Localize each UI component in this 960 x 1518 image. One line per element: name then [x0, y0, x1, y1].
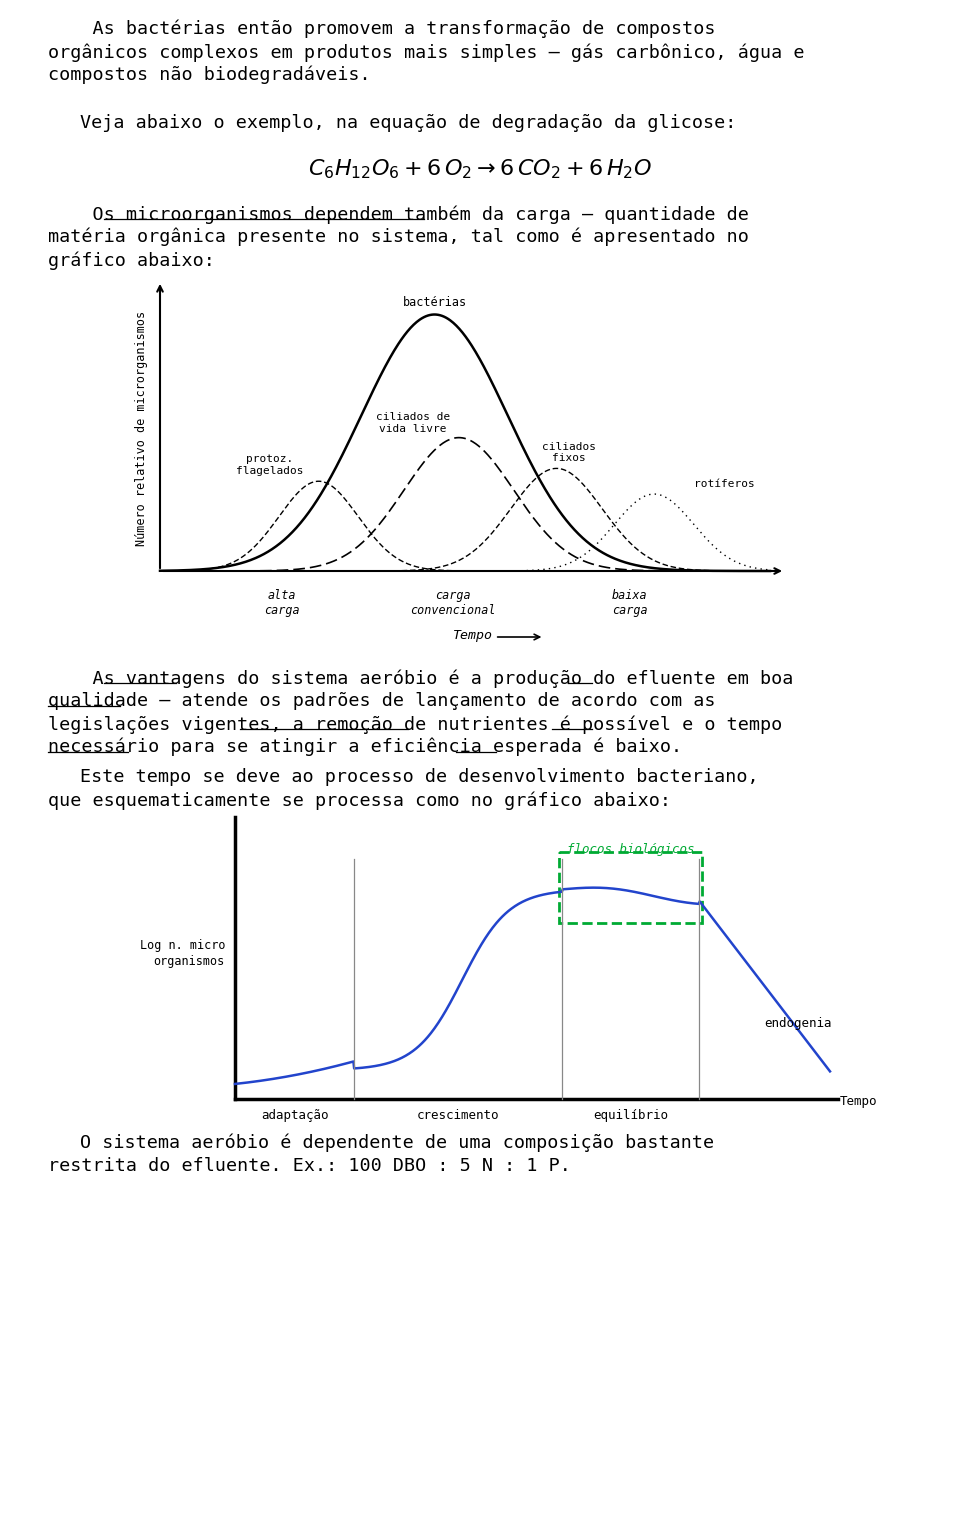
Text: O sistema aeróbio é dependente de uma composição bastante: O sistema aeróbio é dependente de uma co…: [80, 1134, 714, 1152]
Text: ciliados
fixos: ciliados fixos: [541, 442, 596, 463]
Text: baixa
carga: baixa carga: [612, 589, 647, 616]
Text: compostos não biodegradáveis.: compostos não biodegradáveis.: [48, 65, 371, 85]
Text: necessário para se atingir a eficiência esperada é baixo.: necessário para se atingir a eficiência …: [48, 738, 683, 756]
Text: gráfico abaixo:: gráfico abaixo:: [48, 250, 215, 270]
Text: carga
convencional: carga convencional: [410, 589, 495, 616]
Text: As vantagens do sistema aeróbio é a produção do efluente em boa: As vantagens do sistema aeróbio é a prod…: [48, 669, 793, 688]
Text: As bactérias então promovem a transformação de compostos: As bactérias então promovem a transforma…: [48, 20, 715, 38]
Text: Número relativo de microrganismos: Número relativo de microrganismos: [135, 311, 149, 546]
Text: restrita do efluente. Ex.: 100 DBO : 5 N : 1 P.: restrita do efluente. Ex.: 100 DBO : 5 N…: [48, 1157, 571, 1175]
Text: flocos biológicos: flocos biológicos: [567, 842, 694, 856]
Text: matéria orgânica presente no sistema, tal como é apresentado no: matéria orgânica presente no sistema, ta…: [48, 228, 749, 246]
Text: que esquematicamente se processa como no gráfico abaixo:: que esquematicamente se processa como no…: [48, 791, 671, 809]
Text: Tempo: Tempo: [453, 628, 492, 642]
Text: Tempo: Tempo: [840, 1094, 877, 1108]
Text: protoz.
flagelados: protoz. flagelados: [236, 454, 303, 477]
Text: bactérias: bactérias: [402, 296, 467, 310]
Text: Log n. micro
organismos: Log n. micro organismos: [139, 940, 225, 968]
Text: orgânicos complexos em produtos mais simples – gás carbônico, água e: orgânicos complexos em produtos mais sim…: [48, 43, 804, 62]
Text: rotíferos: rotíferos: [694, 478, 755, 489]
Text: endogenia: endogenia: [764, 1017, 832, 1031]
Text: Veja abaixo o exemplo, na equação de degradação da glicose:: Veja abaixo o exemplo, na equação de deg…: [80, 114, 736, 132]
Text: adaptação: adaptação: [261, 1110, 328, 1122]
Text: legislações vigentes, a remoção de nutrientes é possível e o tempo: legislações vigentes, a remoção de nutri…: [48, 715, 782, 733]
Text: Este tempo se deve ao processo de desenvolvimento bacteriano,: Este tempo se deve ao processo de desenv…: [80, 768, 758, 786]
Text: alta
carga: alta carga: [264, 589, 300, 616]
Text: ciliados de
vida livre: ciliados de vida livre: [376, 413, 450, 434]
Text: qualidade – atende os padrões de lançamento de acordo com as: qualidade – atende os padrões de lançame…: [48, 692, 715, 710]
Bar: [560, 852, 702, 923]
Text: Os microorganismos dependem também da carga – quantidade de: Os microorganismos dependem também da ca…: [48, 205, 749, 223]
Text: crescimento: crescimento: [417, 1110, 499, 1122]
Text: $\mathit{C_6H_{12}O_6 + 6\,O_2 \rightarrow 6\,CO_2 + 6\,H_2O}$: $\mathit{C_6H_{12}O_6 + 6\,O_2 \rightarr…: [308, 156, 652, 181]
Text: equilíbrio: equilíbrio: [593, 1110, 668, 1122]
